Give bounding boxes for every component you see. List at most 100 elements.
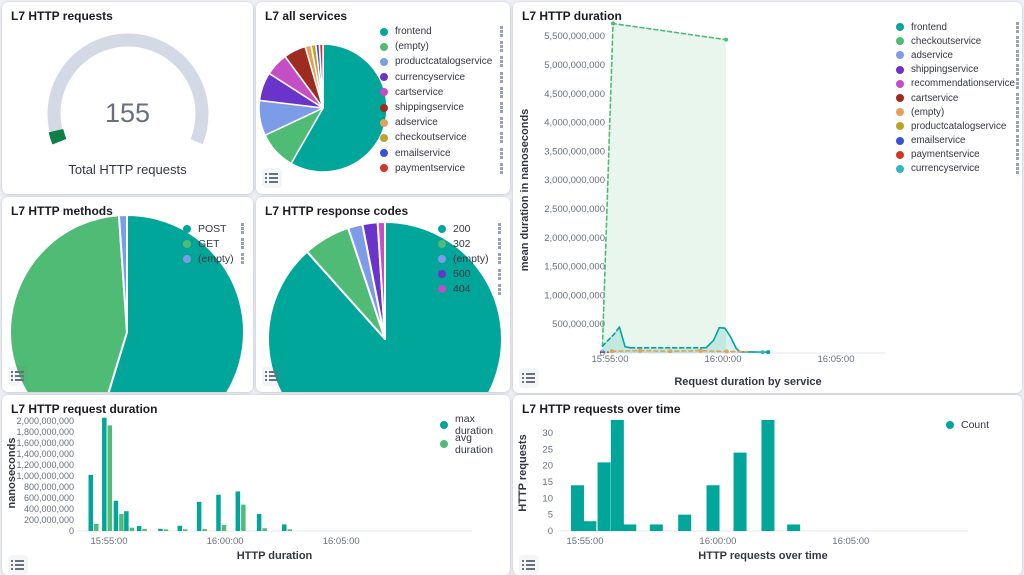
legend-item[interactable]: GET	[183, 236, 245, 251]
legend-item[interactable]: adservice	[896, 48, 1020, 62]
bar[interactable]	[202, 529, 207, 531]
legend-toggle-button[interactable]	[519, 555, 539, 575]
legend-toggle-button[interactable]	[8, 366, 28, 386]
legend-item[interactable]: Count	[946, 415, 1006, 434]
legend-item[interactable]: (empty)	[183, 251, 245, 266]
legend-item-menu-icon[interactable]	[1015, 34, 1020, 49]
legend-item-menu-icon[interactable]	[499, 100, 504, 115]
legend-item-menu-icon[interactable]	[1015, 133, 1020, 148]
legend-item[interactable]: paymentservice	[380, 161, 504, 176]
bar[interactable]	[235, 491, 241, 531]
legend-item-menu-icon[interactable]	[497, 221, 502, 236]
bar[interactable]	[597, 462, 611, 531]
bar[interactable]	[761, 419, 775, 531]
bar[interactable]	[733, 452, 747, 531]
legend-toggle-button[interactable]	[262, 168, 282, 188]
legend-item[interactable]: (empty)	[896, 105, 1020, 119]
legend-toggle-button[interactable]	[519, 368, 539, 388]
pie-slice[interactable]	[93, 214, 245, 392]
pie-slice[interactable]	[318, 43, 324, 109]
legend-item[interactable]: avg duration	[440, 432, 508, 456]
legend-item-menu-icon[interactable]	[499, 39, 504, 54]
legend-item[interactable]: shippingservice	[896, 63, 1020, 77]
legend-toggle-button[interactable]	[262, 366, 282, 386]
legend-item-menu-icon[interactable]	[1015, 91, 1020, 106]
legend-item[interactable]: cartservice	[896, 91, 1020, 105]
bar[interactable]	[649, 524, 663, 531]
legend-item[interactable]: (empty)	[438, 251, 502, 266]
bar[interactable]	[221, 524, 227, 531]
bar-chart[interactable]: 0200,000,000400,000,000600,000,000800,00…	[2, 395, 510, 575]
legend-item[interactable]: (empty)	[380, 39, 504, 54]
area-chart[interactable]: 0 500,000,000 1,000,000,000 1,500,000,000 2,…	[513, 2, 1022, 393]
legend-item-menu-icon[interactable]	[499, 115, 504, 130]
legend-item-menu-icon[interactable]	[1015, 62, 1020, 77]
legend-item-menu-icon[interactable]	[497, 251, 502, 266]
bar[interactable]	[623, 524, 637, 531]
legend-item-menu-icon[interactable]	[499, 161, 504, 176]
bar[interactable]	[113, 500, 119, 531]
legend-item[interactable]: 404	[438, 282, 502, 297]
legend-item-menu-icon[interactable]	[1015, 161, 1020, 176]
legend-item-menu-icon[interactable]	[497, 267, 502, 282]
legend-item-menu-icon[interactable]	[1015, 147, 1020, 162]
legend-toggle-button[interactable]	[8, 555, 28, 575]
pie-slice[interactable]	[117, 214, 128, 333]
pie-slice[interactable]	[267, 221, 503, 392]
bar-chart[interactable]: 0 5 10 15 20 25 30 15:55:00 16:00:00 16:05:00	[513, 395, 1022, 575]
legend-item[interactable]: cartservice	[380, 85, 504, 100]
bar[interactable]	[196, 501, 202, 531]
legend-item[interactable]: productcatalogservice	[380, 54, 504, 69]
legend-item[interactable]: frontend	[380, 24, 504, 39]
legend-item-menu-icon[interactable]	[497, 282, 502, 297]
bar[interactable]	[787, 524, 801, 531]
bar[interactable]	[124, 511, 129, 531]
legend-item[interactable]: currencyservice	[896, 162, 1020, 176]
bar[interactable]	[706, 485, 720, 531]
bar[interactable]	[610, 419, 624, 531]
legend-item-menu-icon[interactable]	[1015, 48, 1020, 63]
legend-item-menu-icon[interactable]	[499, 54, 504, 69]
legend-item-menu-icon[interactable]	[1015, 20, 1020, 35]
legend-item-menu-icon[interactable]	[240, 221, 245, 236]
legend-item-menu-icon[interactable]	[1015, 76, 1020, 91]
bar[interactable]	[107, 425, 113, 531]
legend-item[interactable]: recommendationservice	[896, 77, 1020, 91]
legend-item-menu-icon[interactable]	[499, 70, 504, 85]
legend-item[interactable]: POST	[183, 221, 245, 236]
bar[interactable]	[183, 529, 188, 531]
bar[interactable]	[102, 417, 107, 531]
legend-item-menu-icon[interactable]	[499, 130, 504, 145]
legend-item[interactable]: 200	[438, 221, 502, 236]
bar[interactable]	[142, 529, 147, 531]
bar[interactable]	[241, 504, 246, 531]
legend-item-menu-icon[interactable]	[1015, 119, 1020, 134]
legend-item-menu-icon[interactable]	[499, 146, 504, 161]
bar[interactable]	[136, 526, 142, 531]
bar[interactable]	[282, 524, 287, 531]
bar[interactable]	[583, 521, 597, 531]
bar[interactable]	[216, 494, 221, 531]
legend-item[interactable]: checkoutservice	[896, 34, 1020, 48]
bar[interactable]	[94, 523, 99, 531]
legend-item[interactable]: max duration	[440, 413, 508, 437]
legend-item-menu-icon[interactable]	[497, 236, 502, 251]
bar[interactable]	[262, 528, 267, 531]
legend-item[interactable]: paymentservice	[896, 148, 1020, 162]
bar[interactable]	[256, 513, 262, 531]
legend-item[interactable]: currencyservice	[380, 70, 504, 85]
legend-item[interactable]: emailservice	[380, 146, 504, 161]
pie-chart[interactable]	[2, 197, 253, 392]
bar[interactable]	[570, 485, 584, 531]
legend-item[interactable]: frontend	[896, 20, 1020, 34]
bar[interactable]	[158, 528, 163, 531]
legend-item[interactable]: checkoutservice	[380, 130, 504, 145]
legend-item-menu-icon[interactable]	[240, 236, 245, 251]
legend-item[interactable]: 302	[438, 236, 502, 251]
bar[interactable]	[177, 525, 183, 531]
pie-slice[interactable]	[376, 221, 386, 340]
legend-item[interactable]: shippingservice	[380, 100, 504, 115]
bar[interactable]	[163, 529, 169, 531]
bar[interactable]	[129, 527, 135, 531]
pie-slice[interactable]	[9, 214, 128, 392]
